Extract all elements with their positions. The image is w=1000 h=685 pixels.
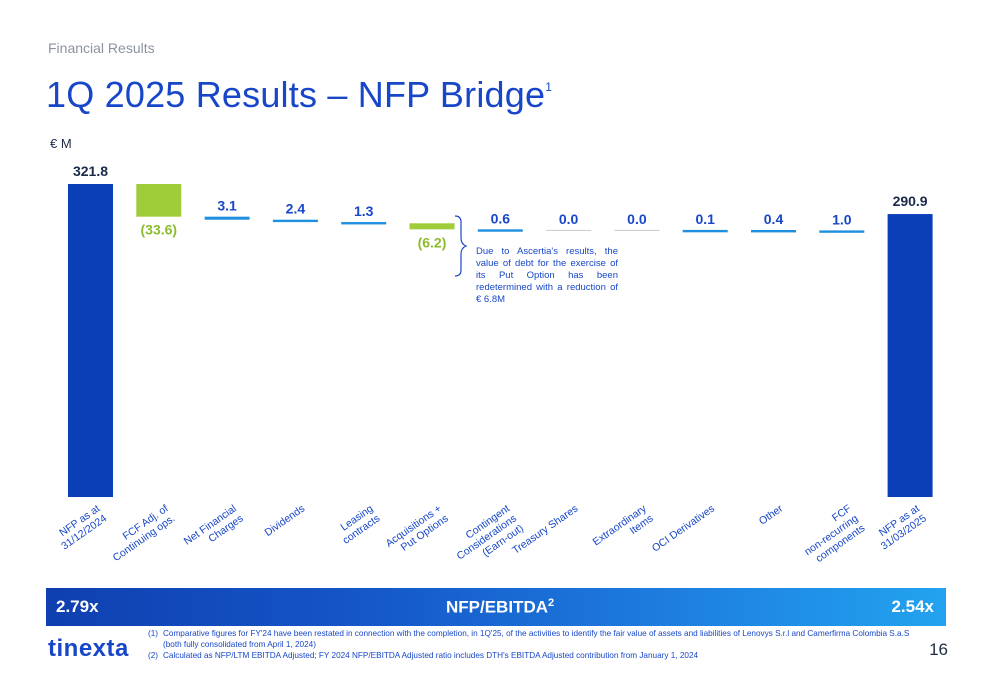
value-label-dividends: 2.4 (286, 201, 306, 217)
bar-nfp-as-at-31-03-2025 (887, 214, 933, 498)
bar-acquisitions-put-options (409, 223, 455, 230)
bar-other (751, 230, 796, 233)
value-label-net-financial-charges: 3.1 (217, 198, 237, 214)
bar-fcf-adj-of-continuing-ops (136, 184, 182, 217)
value-label-leasing-contracts: 1.3 (354, 203, 374, 219)
tick-label-leasing-contracts: Leasingcontracts (334, 503, 383, 547)
footnote-number: (2) (148, 651, 159, 660)
tick-label-dividends: Dividends (262, 503, 307, 539)
bar-oci-derivatives (682, 229, 728, 233)
footnote-number: (1) (148, 629, 159, 638)
value-label-oci-derivatives: 0.1 (695, 211, 715, 227)
footnotes: (1) Comparative figures for FY'24 have b… (148, 628, 928, 661)
nfp-bridge-chart: 321.8 NFP as at31/12/2024 (33.6) FCF Adj. o… (52, 163, 933, 573)
footnote-2: (2) Calculated as NFP/LTM EBITDA Adjuste… (148, 650, 928, 661)
ratio-label-text: NFP/EBITDA (446, 597, 548, 617)
tick-label-extraordinary-items: ExtraordinaryItems (591, 502, 657, 558)
value-label-nfp-as-at-31-12-2024: 321.8 (73, 163, 108, 179)
bar-nfp-as-at-31-12-2024 (68, 184, 113, 497)
value-label-fcf-adj-of-continuing-ops: (33.6) (141, 222, 178, 238)
acquisitions-callout: Due to Ascertia's results, the value of … (476, 246, 618, 305)
value-label-nfp-as-at-31-03-2025: 290.9 (893, 193, 928, 209)
value-label-acquisitions-put-options: (6.2) (418, 234, 447, 250)
tick-label-oci-derivatives: OCI Derivatives (650, 503, 717, 555)
bar-leasing-contracts (341, 222, 387, 225)
tick-label-fcf-adj-of-continuing-ops: FCF Adj. ofContinuing ops. (104, 503, 178, 565)
footnote-text: Comparative figures for FY'24 have been … (163, 629, 910, 649)
ratio-label: NFP/EBITDA2 (446, 597, 554, 618)
page-title: 1Q 2025 Results – NFP Bridge1 (46, 74, 552, 116)
title-footnote-marker: 1 (545, 80, 553, 94)
nfp-ebitda-ratio-bar: 2.79x NFP/EBITDA2 2.54x (46, 588, 946, 626)
tick-label-nfp-as-at-31-12-2024: NFP as at31/12/2024 (52, 503, 109, 553)
bar-fcf-non-recurring-components (819, 230, 865, 233)
ratio-end-value: 2.54x (891, 597, 934, 616)
tick-label-nfp-as-at-31-03-2025: NFP as at31/03/2025 (872, 503, 929, 553)
ratio-footnote-marker: 2 (548, 597, 555, 609)
tick-label-acquisitions-put-options: Acquisitions +Put Options (384, 503, 451, 560)
section-label: Financial Results (48, 40, 155, 56)
tick-label-net-financial-charges: Net FinancialCharges (182, 503, 246, 558)
bar-treasury-shares (546, 229, 592, 231)
value-label-contingent-considerations-earn-out: 0.6 (491, 210, 511, 226)
footnote-text: Calculated as NFP/LTM EBITDA Adjusted; F… (163, 651, 699, 660)
tick-label-contingent-considerations-earn-out: ContingentConsiderations(Earn-out) (448, 503, 526, 573)
callout-brace (454, 215, 468, 277)
bar-net-financial-charges (204, 216, 250, 220)
page-title-text: 1Q 2025 Results – NFP Bridge (46, 74, 546, 115)
bar-contingent-considerations-earn-out (477, 229, 523, 232)
value-label-other: 0.4 (764, 211, 784, 227)
value-label-treasury-shares: 0.0 (559, 211, 579, 227)
bar-extraordinary-items (614, 229, 660, 231)
page-number: 16 (929, 640, 948, 659)
unit-label: € M (50, 136, 72, 151)
ratio-start-value: 2.79x (56, 597, 99, 616)
value-label-fcf-non-recurring-components: 1.0 (832, 211, 852, 227)
footnote-1: (1) Comparative figures for FY'24 have b… (148, 628, 928, 650)
value-label-extraordinary-items: 0.0 (627, 211, 647, 227)
tick-label-fcf-non-recurring-components: FCFnon-recurringcomponents (795, 503, 867, 568)
bar-dividends (272, 219, 318, 223)
tick-label-other: Other (757, 502, 786, 527)
tinexta-logo: tinexta (48, 635, 129, 662)
